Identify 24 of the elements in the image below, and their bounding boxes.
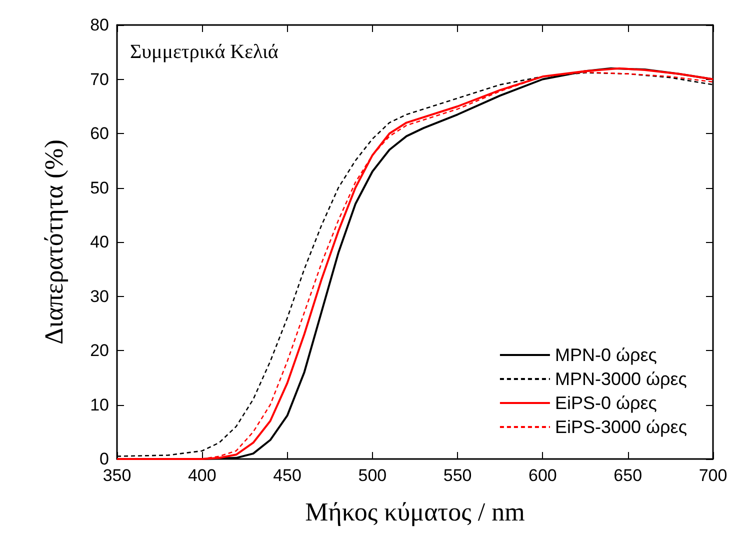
x-tick-label: 550 <box>443 466 472 485</box>
x-tick-label: 700 <box>698 466 728 485</box>
y-tick-label: 40 <box>90 232 109 252</box>
legend-label: EiPS-0 ώρες <box>554 393 658 413</box>
y-axis-title: Διαπερατότητα (%) <box>40 139 68 345</box>
y-tick-label: 70 <box>90 70 109 89</box>
y-tick-label: 20 <box>90 341 109 360</box>
legend-label: MPN-0 ώρες <box>554 345 658 365</box>
x-tick-label: 600 <box>528 466 557 485</box>
y-tick-label: 50 <box>90 178 109 198</box>
x-tick-label: 650 <box>614 466 642 485</box>
legend-label: EiPS-3000 ώρες <box>554 417 688 437</box>
x-tick-label: 450 <box>273 466 302 485</box>
legend-label: MPN-3000 ώρες <box>554 369 688 389</box>
y-tick-label: 10 <box>90 395 109 414</box>
x-tick-label: 400 <box>188 466 216 485</box>
x-tick-label: 500 <box>358 466 387 485</box>
annotation: Συμμετρικά Κελιά <box>130 41 279 63</box>
x-tick-label: 350 <box>102 466 132 485</box>
y-tick-label: 0 <box>100 450 109 468</box>
x-axis-title: Μήκος κύματος / nm <box>305 498 525 526</box>
y-tick-label: 80 <box>90 16 109 34</box>
y-tick-label: 30 <box>90 286 109 306</box>
y-tick-label: 60 <box>90 124 109 143</box>
